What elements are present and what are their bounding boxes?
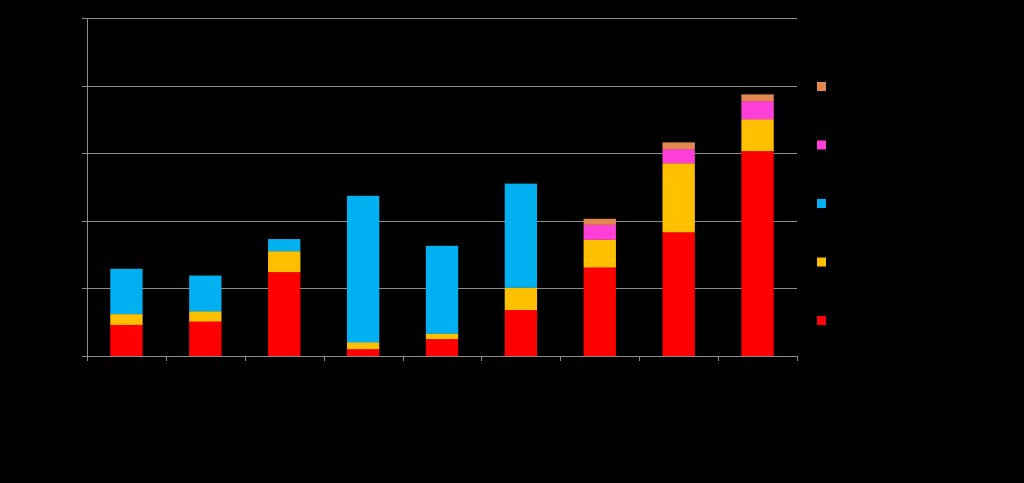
bar-segment-c4-s1 (425, 333, 459, 340)
legend-marker-4 (817, 82, 826, 91)
bar-segment-c7-s1 (662, 163, 695, 233)
bar-segment-c8-s1 (741, 119, 774, 152)
bar-segment-c7-s0 (662, 232, 695, 356)
bar-segment-c5-s2 (504, 183, 538, 288)
bar-segment-c3-s1 (346, 342, 380, 350)
bar-segment-c6-s1 (583, 239, 616, 268)
bar-segment-c2-s2 (268, 239, 301, 252)
bar-segment-c0-s1 (110, 314, 143, 325)
bar-segment-c6-s0 (583, 267, 616, 356)
legend-marker-3 (817, 140, 826, 150)
axes (82, 18, 798, 361)
bar-segment-c8-s4 (741, 94, 774, 102)
bar-segment-c7-s3 (662, 149, 695, 164)
legend-marker-1 (817, 257, 826, 267)
bar-segment-c7-s4 (662, 142, 695, 150)
bar-segment-c4-s0 (425, 339, 459, 356)
bar-segment-c5-s0 (504, 310, 538, 356)
bar-segment-c6-s4 (583, 218, 616, 225)
bar-segment-c8-s0 (741, 151, 774, 356)
bars (110, 94, 774, 356)
bar-segment-c3-s2 (346, 195, 380, 343)
bar-segment-c6-s3 (583, 224, 616, 240)
bar-segment-c4-s2 (425, 245, 459, 334)
bar-segment-c0-s0 (110, 324, 143, 356)
bar-segment-c1-s0 (189, 321, 222, 356)
bar-segment-c1-s1 (189, 311, 222, 322)
bar-segment-c3-s0 (346, 349, 380, 356)
bar-segment-c5-s1 (504, 287, 538, 311)
bar-segment-c1-s2 (189, 275, 222, 312)
legend (817, 82, 826, 325)
legend-marker-2 (817, 199, 826, 208)
bar-segment-c0-s2 (110, 268, 143, 315)
bar-segment-c2-s0 (268, 272, 301, 356)
legend-marker-0 (817, 316, 826, 325)
bar-segment-c2-s1 (268, 251, 301, 273)
bar-segment-c8-s3 (741, 101, 774, 120)
